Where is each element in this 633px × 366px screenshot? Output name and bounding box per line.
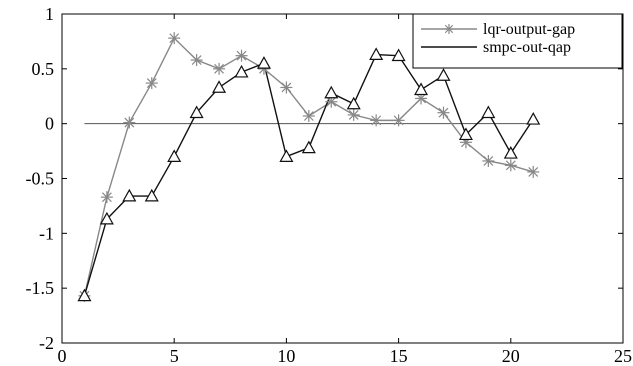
- star-marker-lqr-output-gap: [482, 154, 495, 167]
- star-stroke: [505, 160, 516, 171]
- x-tick-label: 0: [58, 346, 67, 366]
- x-tick-label: 25: [614, 346, 632, 366]
- star-marker-lqr-output-gap: [100, 191, 113, 204]
- star-stroke: [528, 166, 539, 177]
- y-tick-label: -1: [39, 223, 54, 243]
- star-marker-lqr-output-gap: [527, 165, 540, 178]
- legend-star-marker: [444, 24, 454, 34]
- star-marker-lqr-output-gap: [437, 106, 450, 119]
- star-marker-lqr-output-gap: [392, 114, 405, 127]
- axes-group: 0 5 10 15 20 25 -2 -1.5 -1 -0.5 0 0.5 1: [26, 4, 633, 366]
- star-stroke: [483, 156, 494, 166]
- star-marker-lqr-output-gap: [370, 114, 383, 127]
- triangle-marker-smpc-out-qap: [301, 140, 316, 154]
- star-marker-lqr-output-gap: [168, 32, 181, 45]
- star-marker-lqr-output-gap: [213, 62, 226, 75]
- star-marker-lqr-output-gap: [190, 54, 203, 67]
- y-tick-label: 0.5: [32, 59, 55, 79]
- star-stroke: [416, 93, 426, 104]
- triangle-marker-smpc-out-qap: [279, 149, 294, 162]
- triangle-marker-smpc-out-qap: [212, 80, 227, 93]
- star-marker-lqr-output-gap: [145, 77, 158, 90]
- star-stroke: [326, 96, 337, 107]
- star-stroke: [101, 192, 112, 203]
- triangle-marker-smpc-out-qap: [503, 146, 518, 159]
- legend-box: [412, 13, 623, 69]
- triangle-marker-smpc-out-qap: [234, 64, 249, 78]
- star-stroke: [281, 82, 292, 93]
- triangle-marker-smpc-out-qap: [391, 48, 406, 62]
- star-marker-lqr-output-gap: [123, 116, 136, 129]
- y-tick-label: -0.5: [26, 169, 55, 189]
- series-line-smpc-out-qap: [83, 53, 534, 297]
- star-stroke: [191, 55, 202, 65]
- triangle-marker-smpc-out-qap: [436, 68, 451, 81]
- star-stroke: [303, 111, 314, 121]
- star-stroke: [146, 78, 157, 89]
- series-markers-group: [77, 32, 541, 302]
- triangle-marker-smpc-out-qap: [458, 127, 473, 141]
- star-stroke: [169, 33, 180, 44]
- star-stroke: [124, 117, 135, 128]
- star-stroke: [214, 63, 225, 74]
- legend-label: lqr-output-gap: [483, 21, 575, 38]
- triangle-marker-smpc-out-qap: [414, 82, 429, 96]
- series-lines-group: [83, 36, 534, 297]
- star-marker-lqr-output-gap: [235, 49, 248, 62]
- star-stroke: [348, 109, 359, 120]
- star-stroke: [444, 24, 454, 34]
- star-stroke: [236, 50, 247, 61]
- star-marker-lqr-output-gap: [347, 108, 360, 121]
- star-marker-lqr-output-gap: [504, 159, 517, 172]
- y-tick-label: 1: [45, 4, 54, 24]
- triangle-marker-smpc-out-qap: [99, 211, 114, 225]
- star-stroke: [438, 107, 449, 118]
- y-tick-label: -1.5: [26, 278, 55, 298]
- x-tick-label: 5: [170, 346, 179, 366]
- y-tick-label: 0: [45, 114, 54, 134]
- series-line-lqr-output-gap: [83, 36, 534, 296]
- x-tick-label: 15: [390, 346, 408, 366]
- x-tick-label: 20: [502, 346, 520, 366]
- triangle-marker-smpc-out-qap: [481, 105, 496, 119]
- triangle-marker-smpc-out-qap: [526, 112, 541, 125]
- y-tick-label: -2: [39, 333, 54, 353]
- star-stroke: [393, 115, 404, 126]
- triangle-marker-smpc-out-qap: [324, 85, 339, 99]
- star-stroke: [371, 115, 382, 126]
- star-marker-lqr-output-gap: [302, 109, 315, 122]
- triangle-marker-smpc-out-qap: [256, 56, 271, 69]
- triangle-marker-smpc-out-qap: [122, 188, 137, 202]
- triangle-marker-smpc-out-qap: [144, 188, 159, 202]
- triangle-marker-smpc-out-qap: [346, 96, 361, 110]
- triangle-marker-smpc-out-qap: [167, 149, 182, 162]
- triangle-marker-smpc-out-qap: [369, 47, 384, 60]
- x-tick-label: 10: [277, 346, 295, 366]
- triangle-marker-smpc-out-qap: [77, 288, 92, 302]
- star-marker-lqr-output-gap: [280, 81, 293, 94]
- legend-label: smpc-out-qap: [483, 39, 571, 56]
- triangle-marker-smpc-out-qap: [189, 105, 204, 119]
